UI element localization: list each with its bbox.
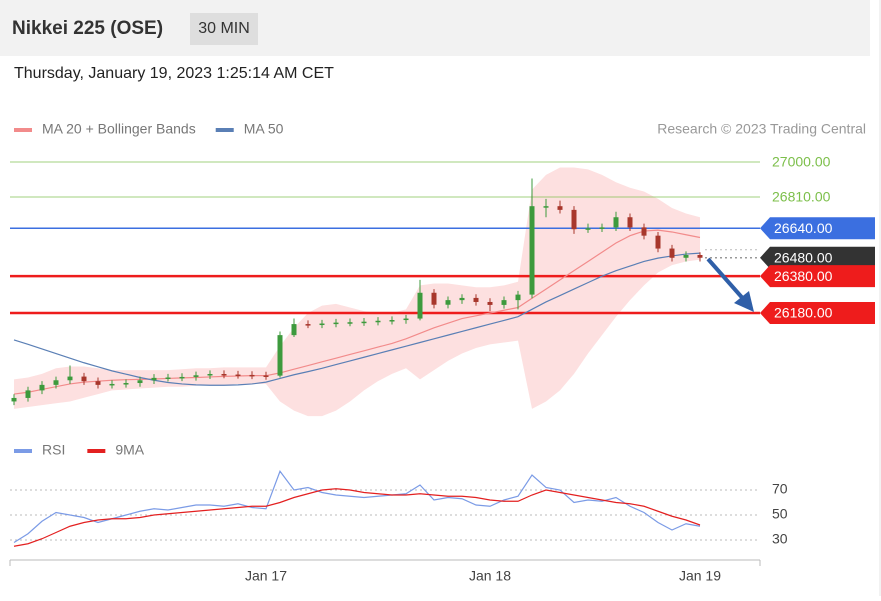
- level-tag: [760, 265, 875, 288]
- candle-body: [235, 374, 241, 377]
- candle-body: [487, 301, 493, 305]
- candle-body: [221, 374, 227, 376]
- interval-label[interactable]: 30 MIN: [198, 20, 250, 37]
- level-tag: [760, 217, 875, 240]
- candle-body: [95, 381, 101, 385]
- candle-body: [11, 397, 17, 402]
- y-tick-label: 30: [772, 531, 788, 547]
- candle-body: [473, 297, 479, 302]
- candle-body: [501, 300, 507, 305]
- header-bar: [0, 0, 870, 56]
- level-label: 26810.00: [772, 189, 831, 205]
- candle-body: [543, 206, 549, 208]
- candle-body: [389, 320, 395, 322]
- level-label: 26640.00: [774, 220, 833, 236]
- level-label: 27000.00: [772, 154, 831, 170]
- candle-body: [277, 335, 283, 376]
- candle-body: [669, 248, 675, 258]
- line: [13, 229, 701, 395]
- datetime: Thursday, January 19, 2023 1:25:14 AM CE…: [14, 65, 334, 82]
- candle-body: [655, 235, 661, 249]
- forecast-arrow: [706, 257, 748, 304]
- candle-body: [193, 375, 199, 377]
- candle-body: [417, 292, 423, 319]
- x-tick-label: Jan 18: [469, 568, 511, 584]
- x-tick-label: Jan 19: [679, 568, 721, 584]
- interval-tab[interactable]: [190, 13, 258, 45]
- candle-body: [39, 384, 45, 391]
- title: Nikkei 225 (OSE): [12, 18, 163, 39]
- legend-label: RSI: [42, 442, 65, 458]
- legend-label: MA 20 + Bollinger Bands: [42, 121, 196, 137]
- credit: Research © 2023 Trading Central: [657, 121, 866, 137]
- candle-body: [53, 380, 59, 385]
- candle-body: [515, 294, 521, 301]
- legend-label: 9MA: [115, 442, 144, 458]
- candle-body: [123, 383, 129, 385]
- candle-body: [81, 376, 87, 382]
- candle-body: [627, 217, 633, 228]
- candle-body: [613, 217, 619, 228]
- candle-body: [137, 380, 143, 384]
- candle-body: [333, 322, 339, 325]
- candle-body: [151, 377, 157, 381]
- level-tag: [760, 246, 875, 269]
- forecast-arrow-head: [734, 291, 754, 312]
- candle-body: [529, 206, 535, 295]
- candle-body: [263, 375, 269, 377]
- candle-body: [585, 228, 591, 230]
- candle-body: [109, 383, 115, 386]
- legend-label: MA 50: [244, 121, 284, 137]
- candle-body: [459, 297, 465, 301]
- candle-body: [319, 323, 325, 326]
- plot: MA 20 + Bollinger Bands MA 50 27000.00 2681…: [10, 121, 875, 584]
- x-tick-label: Jan 17: [245, 568, 287, 584]
- candle-body: [305, 324, 311, 326]
- level-label: 26480.00: [774, 249, 833, 265]
- candle-body: [25, 390, 31, 398]
- candle-body: [67, 376, 73, 381]
- line: [13, 470, 701, 544]
- candle-body: [683, 255, 689, 258]
- y-tick-label: 50: [772, 506, 788, 522]
- candle-body: [445, 300, 451, 305]
- bollinger-band: [14, 167, 700, 417]
- candle-body: [641, 227, 647, 236]
- line: [13, 488, 701, 547]
- level-tag: [760, 302, 875, 325]
- candle-body: [347, 322, 353, 324]
- candle-body: [207, 374, 213, 376]
- line: [13, 252, 701, 386]
- candle-body: [403, 318, 409, 321]
- candle-body: [361, 321, 367, 324]
- y-tick-label: 70: [772, 481, 788, 497]
- candle-body: [431, 292, 437, 305]
- candle-body: [291, 324, 297, 336]
- candle-body: [557, 206, 563, 210]
- candle-body: [697, 255, 703, 258]
- candle-body: [375, 320, 381, 323]
- candle-body: [165, 377, 171, 379]
- candle-body: [249, 374, 255, 377]
- candle-body: [179, 376, 185, 379]
- level-label: 26180.00: [774, 305, 833, 321]
- candle-body: [599, 227, 605, 229]
- candle-body: [571, 209, 577, 230]
- level-label: 26380.00: [774, 268, 833, 284]
